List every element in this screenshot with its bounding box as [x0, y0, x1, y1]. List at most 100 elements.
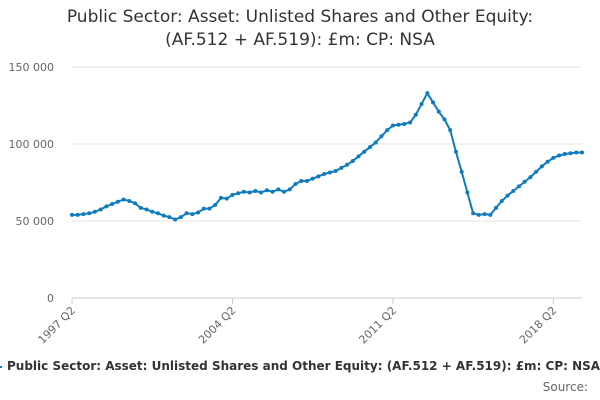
data-point[interactable] [431, 100, 436, 105]
data-point[interactable] [367, 145, 372, 150]
data-point[interactable] [304, 178, 309, 183]
data-point[interactable] [144, 207, 149, 212]
series [70, 91, 584, 222]
data-point[interactable] [534, 169, 539, 174]
data-point[interactable] [390, 123, 395, 128]
data-point[interactable] [345, 162, 350, 167]
x-tick-label: 2018 Q2 [517, 304, 560, 347]
data-point[interactable] [333, 168, 338, 173]
data-point[interactable] [70, 212, 74, 217]
data-point[interactable] [545, 159, 550, 164]
data-point[interactable] [201, 206, 206, 211]
x-tick-label: 2011 Q2 [356, 304, 399, 347]
data-point[interactable] [259, 190, 264, 195]
data-point[interactable] [453, 149, 458, 154]
data-point[interactable] [299, 178, 304, 183]
data-point[interactable] [110, 202, 115, 207]
data-point[interactable] [316, 174, 321, 179]
data-point[interactable] [293, 182, 298, 187]
x-axis [71, 297, 582, 304]
legend[interactable]: Public Sector: Asset: Unlisted Shares an… [0, 359, 600, 373]
data-point[interactable] [115, 199, 120, 204]
data-point[interactable] [213, 202, 218, 207]
legend-line-icon [0, 365, 2, 368]
data-point[interactable] [408, 120, 413, 125]
data-point[interactable] [476, 212, 481, 217]
data-point[interactable] [276, 187, 281, 192]
data-point[interactable] [459, 169, 464, 174]
data-point[interactable] [557, 153, 562, 158]
data-point[interactable] [511, 188, 516, 193]
data-point[interactable] [270, 189, 275, 194]
data-point[interactable] [253, 188, 258, 193]
data-point[interactable] [356, 154, 361, 159]
data-point[interactable] [207, 206, 212, 211]
data-point[interactable] [173, 217, 178, 222]
data-point[interactable] [327, 170, 332, 175]
data-point[interactable] [442, 117, 447, 122]
data-point[interactable] [322, 172, 327, 177]
data-point[interactable] [551, 155, 556, 160]
data-point[interactable] [350, 158, 355, 163]
data-point[interactable] [190, 212, 195, 217]
data-point[interactable] [413, 112, 418, 117]
data-point[interactable] [230, 192, 235, 197]
data-point[interactable] [236, 191, 241, 196]
data-point[interactable] [133, 201, 138, 206]
data-point[interactable] [482, 212, 487, 217]
data-point[interactable] [282, 189, 287, 194]
data-point[interactable] [81, 212, 86, 217]
chart-title: Public Sector: Asset: Unlisted Shares an… [0, 6, 600, 52]
data-point[interactable] [379, 134, 384, 139]
data-point[interactable] [568, 151, 573, 156]
data-point[interactable] [264, 188, 269, 193]
data-point[interactable] [138, 205, 143, 210]
data-point[interactable] [150, 209, 155, 214]
x-tick-label: 1997 Q2 [36, 304, 79, 347]
data-point[interactable] [339, 165, 344, 170]
data-point[interactable] [562, 152, 567, 157]
data-point[interactable] [98, 207, 103, 212]
data-point[interactable] [127, 198, 132, 203]
data-point[interactable] [121, 197, 126, 202]
data-point[interactable] [448, 128, 453, 133]
data-point[interactable] [373, 140, 378, 145]
data-point[interactable] [505, 193, 510, 198]
data-point[interactable] [396, 122, 401, 127]
data-point[interactable] [184, 211, 189, 216]
data-point[interactable] [92, 209, 97, 214]
data-point[interactable] [494, 205, 499, 210]
data-point[interactable] [465, 190, 470, 195]
data-point[interactable] [75, 212, 80, 217]
data-point[interactable] [362, 149, 367, 154]
data-point[interactable] [425, 91, 430, 96]
data-point[interactable] [87, 211, 92, 216]
data-point[interactable] [528, 175, 533, 180]
data-point[interactable] [155, 211, 160, 216]
data-point[interactable] [167, 215, 172, 220]
data-point[interactable] [488, 212, 493, 217]
data-point[interactable] [218, 195, 223, 200]
data-point[interactable] [402, 121, 407, 126]
data-point[interactable] [522, 179, 527, 184]
data-point[interactable] [499, 198, 504, 203]
data-point[interactable] [516, 184, 521, 189]
data-point[interactable] [224, 196, 229, 201]
data-point[interactable] [196, 210, 201, 215]
y-tick-label: 0 [47, 292, 54, 305]
data-point[interactable] [580, 150, 584, 155]
data-point[interactable] [247, 190, 252, 195]
data-point[interactable] [310, 176, 315, 181]
data-point[interactable] [419, 101, 424, 106]
data-point[interactable] [471, 211, 476, 216]
data-point[interactable] [287, 187, 292, 192]
data-point[interactable] [539, 164, 544, 169]
data-point[interactable] [104, 204, 109, 209]
data-point[interactable] [574, 150, 579, 155]
data-point[interactable] [178, 215, 183, 220]
data-point[interactable] [241, 189, 246, 194]
data-point[interactable] [436, 109, 441, 114]
series-line[interactable] [72, 92, 582, 221]
data-point[interactable] [161, 213, 166, 218]
data-point[interactable] [385, 128, 390, 133]
